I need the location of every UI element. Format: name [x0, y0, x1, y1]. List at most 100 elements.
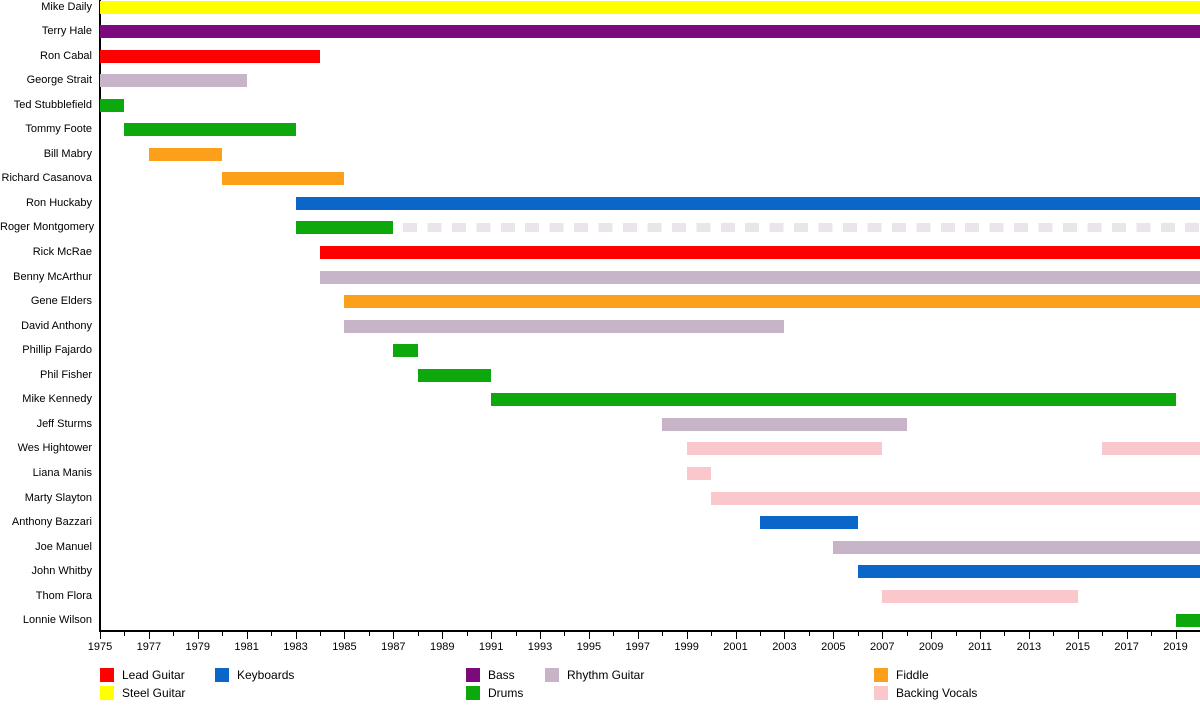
axis-tick	[637, 632, 639, 639]
tenure-bar	[417, 368, 492, 382]
axis-year-label: 1997	[625, 641, 650, 653]
member-row: Phil Fisher	[0, 368, 1200, 382]
legend-column: Keyboards	[215, 668, 294, 682]
member-name-label: Roger Montgomery	[0, 221, 95, 234]
axis-year-label: 2019	[1163, 641, 1188, 653]
tenure-bar	[320, 246, 1200, 260]
legend-item-label: Rhythm Guitar	[567, 668, 645, 682]
axis-tick	[344, 632, 346, 639]
legend-item-label: Keyboards	[237, 668, 295, 682]
legend-item-keyboards: Keyboards	[215, 668, 294, 682]
member-name-label: Tommy Foote	[25, 123, 92, 136]
tenure-bar	[857, 565, 1200, 579]
legend-color-swatch-icon	[874, 686, 888, 700]
axis-tick	[197, 632, 199, 639]
member-name-label: Lonnie Wilson	[22, 614, 92, 627]
axis-year-label: 1991	[478, 641, 504, 653]
member-name-label: Bill Mabry	[43, 147, 92, 160]
tenure-bar	[100, 25, 1200, 39]
legend-item-label: Fiddle	[896, 668, 929, 682]
member-row: Benny McArthur	[0, 270, 1200, 284]
member-row: Thom Flora	[0, 589, 1200, 603]
legend-color-swatch-icon	[100, 668, 114, 682]
axis-tick	[442, 632, 444, 639]
member-row: Anthony Bazzari	[0, 516, 1200, 530]
axis-year-label: 2017	[1114, 641, 1139, 653]
axis-tick	[1028, 632, 1030, 639]
member-name-label: Marty Slayton	[24, 491, 92, 504]
axis-tick	[980, 632, 981, 639]
legend-item-fiddle: Fiddle	[874, 668, 977, 682]
axis-year-label: 2001	[723, 641, 748, 653]
legend-column: Bass Drums	[466, 668, 523, 700]
tenure-bar	[833, 540, 1200, 554]
member-row: Ron Cabal	[0, 49, 1200, 63]
legend-column: Fiddle Backing Vocals	[874, 668, 977, 700]
member-name-label: David Anthony	[21, 319, 92, 332]
legend-item-bass: Bass	[466, 668, 523, 682]
legend-item-drums: Drums	[466, 686, 523, 700]
member-name-label: Benny McArthur	[13, 270, 92, 283]
member-name-label: Mike Kennedy	[22, 393, 92, 406]
axis-tick	[1102, 632, 1104, 636]
member-row: Ted Stubblefield	[0, 98, 1200, 112]
member-row: Lonnie Wilson	[0, 614, 1200, 628]
axis-tick	[393, 632, 395, 639]
axis-tick	[515, 632, 517, 636]
tenure-bar	[882, 589, 1078, 603]
legend-item-label: Drums	[488, 686, 524, 700]
member-row: Richard Casanova	[0, 172, 1200, 186]
member-name-label: Phil Fisher	[40, 368, 92, 381]
axis-tick	[320, 632, 321, 636]
member-name-label: George Strait	[26, 74, 92, 87]
legend-color-swatch-icon	[215, 668, 229, 682]
axis-tick	[1175, 632, 1177, 639]
axis-tick	[662, 632, 664, 636]
tenure-bar	[760, 516, 858, 530]
axis-tick	[295, 632, 297, 639]
x-axis-line	[99, 630, 1200, 632]
axis-year-label: 2007	[869, 641, 895, 653]
legend-color-swatch-icon	[874, 668, 888, 682]
axis-tick	[1053, 632, 1055, 636]
tenure-bar	[344, 295, 1200, 309]
member-row: John Whitby	[0, 565, 1200, 579]
tenure-bar	[393, 344, 418, 358]
axis-tick	[1004, 632, 1006, 636]
member-row: Mike Kennedy	[0, 393, 1200, 407]
axis-year-label: 1995	[576, 641, 602, 653]
axis-tick	[417, 632, 419, 636]
axis-tick	[613, 632, 615, 636]
tenure-bar	[295, 221, 394, 235]
tenure-bar	[686, 442, 883, 456]
legend-item-label: Lead Guitar	[122, 668, 185, 682]
legend: Lead Guitar Steel Guitar Keyboards Bass …	[0, 668, 1200, 702]
member-name-label: Rick McRae	[32, 246, 92, 259]
member-name-label: Phillip Fajardo	[22, 344, 92, 357]
axis-tick	[1077, 632, 1079, 639]
axis-tick	[1151, 632, 1153, 636]
axis-tick	[368, 632, 370, 636]
legend-item-rhythm_guitar: Rhythm Guitar	[545, 668, 644, 682]
tenure-bar	[100, 98, 125, 112]
member-row: George Strait	[0, 74, 1200, 88]
tenure-bar	[148, 147, 223, 161]
axis-year-label: 1999	[674, 641, 699, 653]
member-name-label: Thom Flora	[35, 589, 92, 602]
tenure-bar	[1102, 442, 1200, 456]
member-name-label: Mike Daily	[41, 0, 92, 13]
axis-year-label: 1975	[87, 641, 113, 653]
tenure-bar	[100, 74, 247, 88]
tenure-bar	[711, 491, 1200, 505]
legend-item-label: Backing Vocals	[896, 686, 978, 700]
axis-year-label: 1981	[234, 641, 259, 653]
axis-year-label: 2011	[968, 641, 992, 653]
member-row: Rick McRae	[0, 246, 1200, 260]
tenure-bar	[100, 49, 320, 63]
member-row: Tommy Foote	[0, 123, 1200, 137]
member-row: Gene Elders	[0, 295, 1200, 309]
member-row: Phillip Fajardo	[0, 344, 1200, 358]
axis-year-label: 1989	[429, 641, 455, 653]
axis-year-label: 1983	[283, 641, 308, 653]
